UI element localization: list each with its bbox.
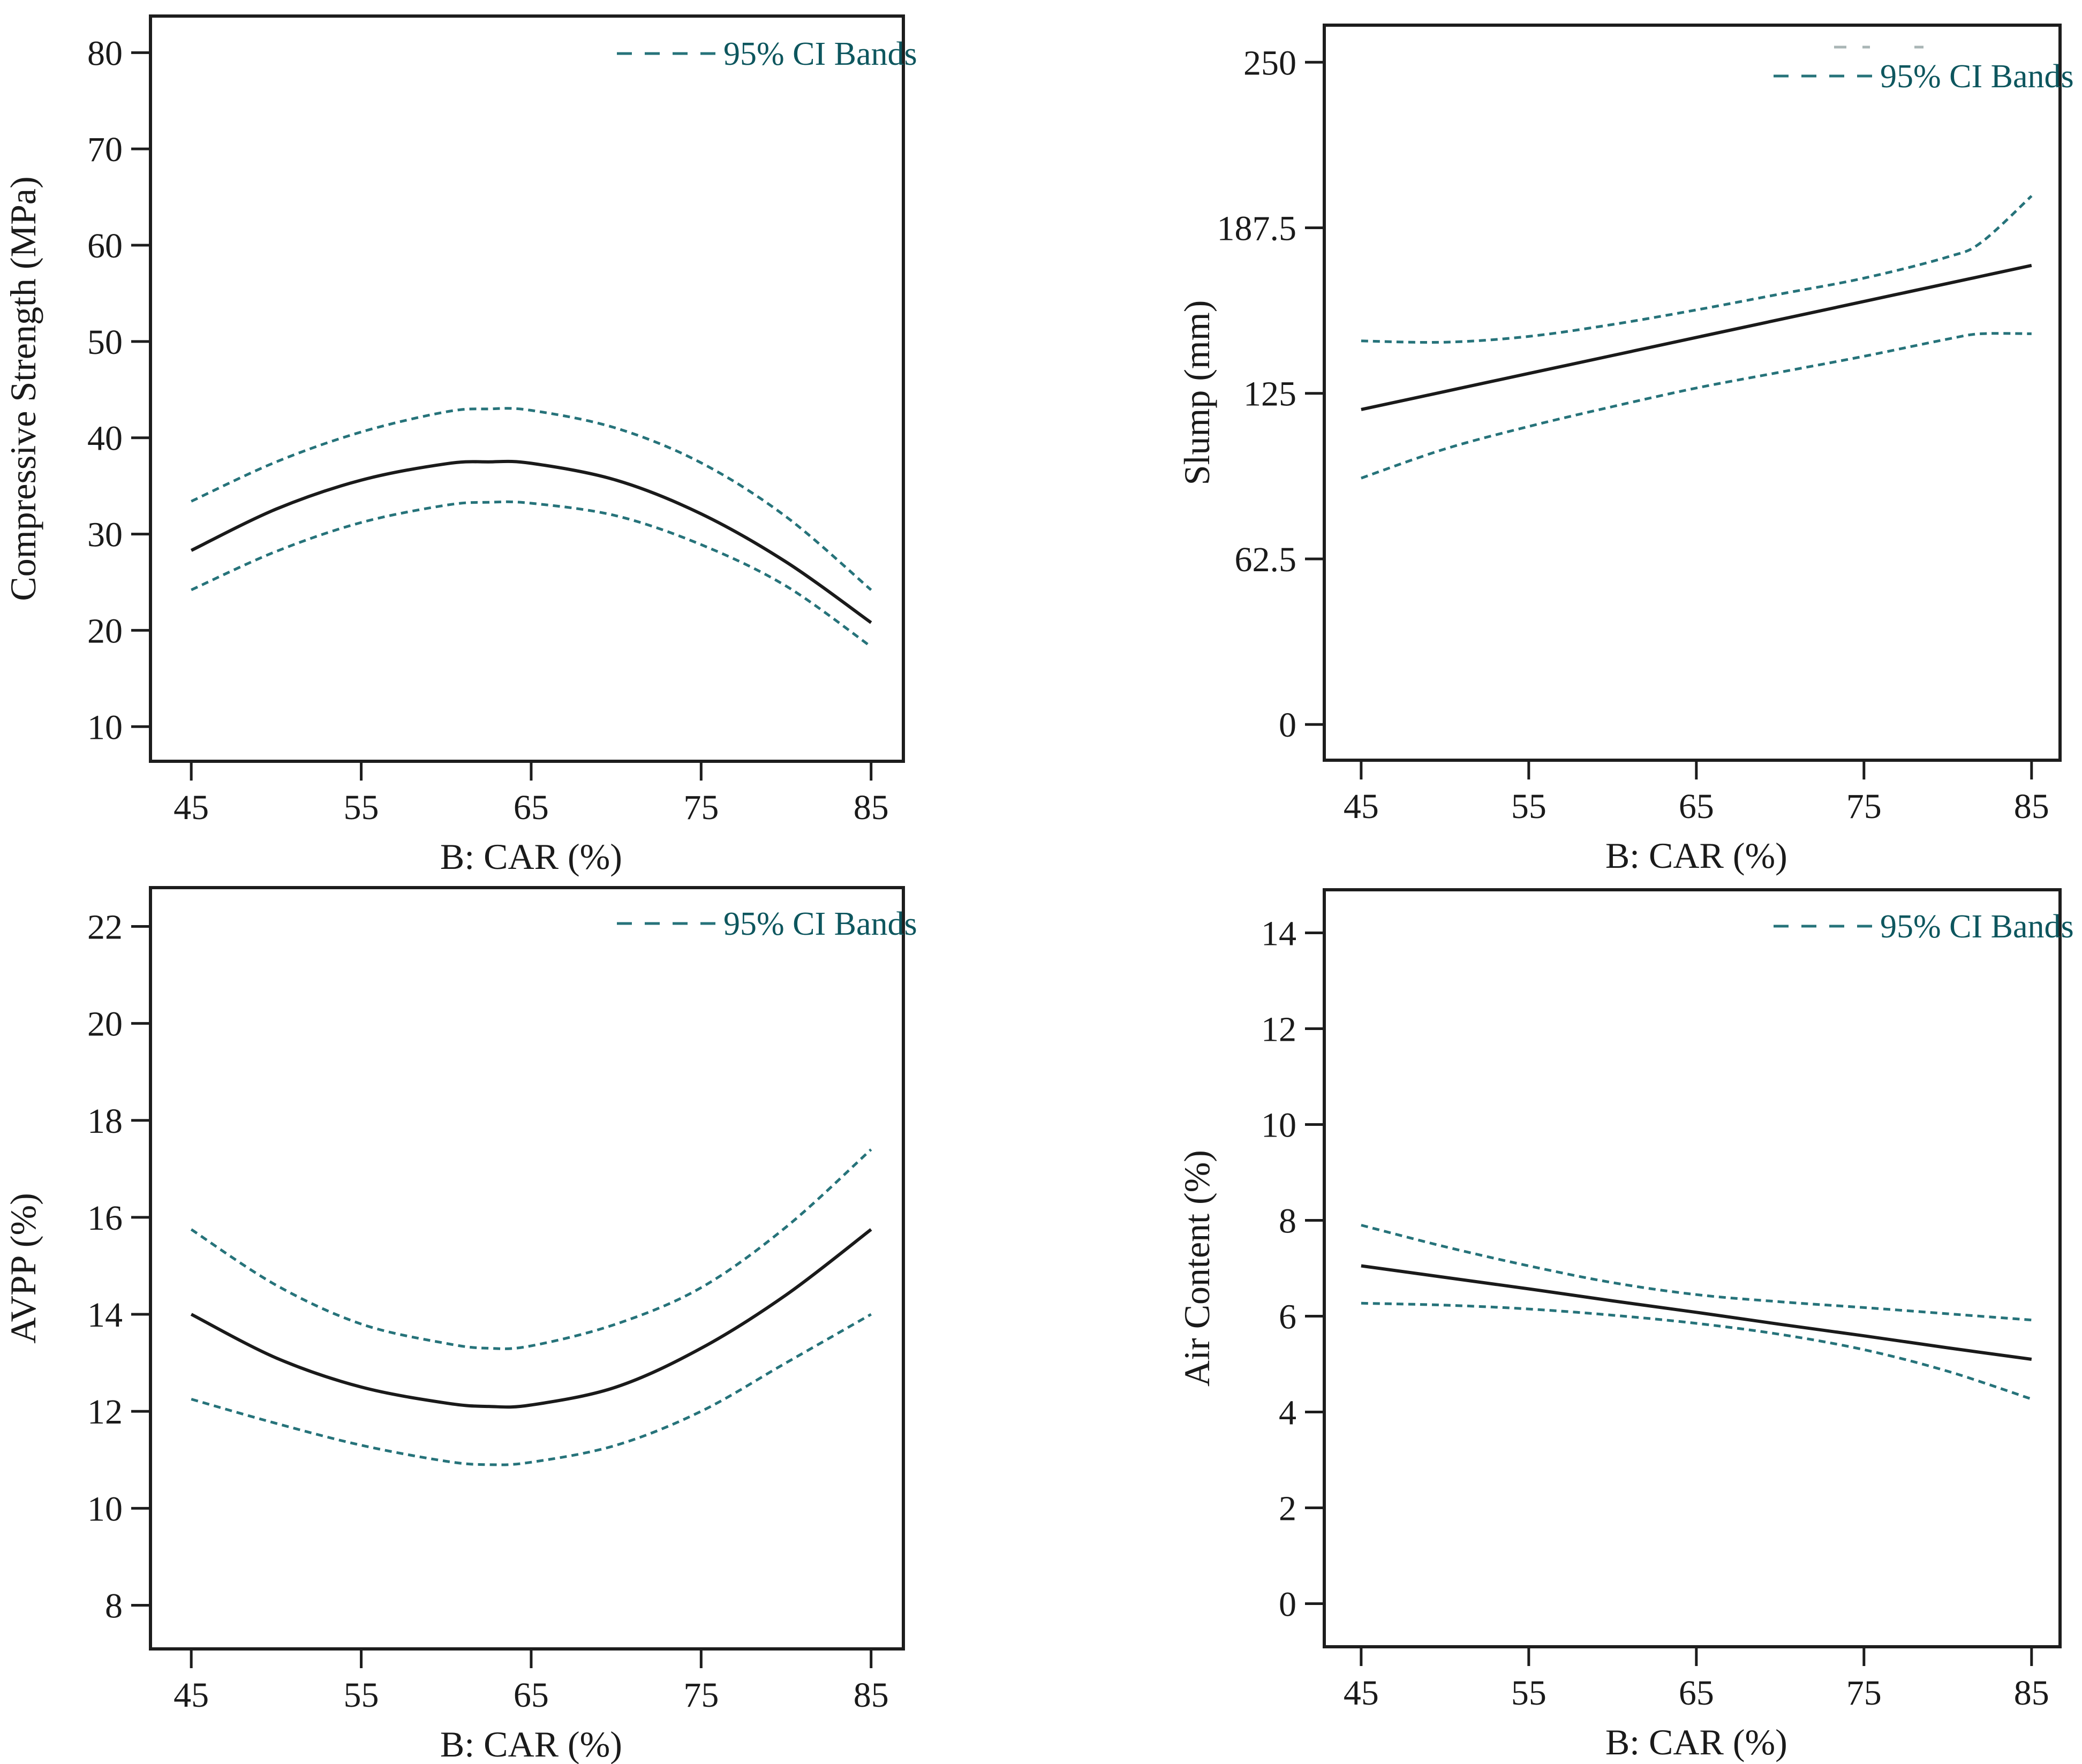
chart-air-content: 0 2 4 6 8 10 12 14 45 55 65 75 85 B: CAR (%) Air Conte… [1176,888,2074,1762]
curve-ci-upper [1361,195,2033,344]
y-tick-label: 50 [87,323,123,362]
y-tick-label: 20 [87,611,123,650]
x-tick-label: 45 [1344,787,1379,826]
y-tick-label: 4 [1279,1393,1296,1432]
legend-label: 95% CI Bands [723,36,917,72]
y-tick-label: 12 [1261,1010,1296,1049]
y-tick-label: 8 [1279,1202,1296,1241]
curve-ci-lower [1361,1301,2032,1400]
y-tick-label: 187.5 [1217,209,1297,248]
x-tick-label: 55 [344,1676,379,1715]
x-tick-label: 65 [514,1676,549,1715]
y-tick-label: 62.5 [1235,540,1297,579]
x-tick-label: 65 [1679,787,1714,826]
y-tick-label: 250 [1243,43,1296,82]
y-tick-label: 70 [87,130,123,169]
x-tick-label: 75 [1846,787,1882,826]
y-tick-label: 14 [87,1296,123,1335]
x-tick-label: 45 [174,788,209,827]
x-axis-label: B: CAR (%) [1605,835,1787,876]
x-tick-label: 65 [514,788,549,827]
y-tick-label: 125 [1243,375,1296,414]
y-axis-label: Air Content (%) [1176,1150,1217,1387]
legend-label: 95% CI Bands [1880,58,2074,95]
x-tick-label: 85 [854,1676,889,1715]
x-tick-label: 55 [1511,1674,1547,1713]
y-tick-label: 10 [87,1489,123,1528]
plot-border [149,14,905,763]
y-tick-label: 16 [87,1199,123,1238]
y-tick-label: 40 [87,419,123,458]
x-tick-label: 75 [683,788,719,827]
y-tick-label: 12 [87,1392,123,1432]
x-tick-label: 55 [1511,787,1547,826]
chart-slump: 0 62.5 125 187.5 250 45 55 65 75 85 B: CAR (%) Slum… [1176,24,2074,876]
x-tick-label: 65 [1679,1674,1714,1713]
x-axis-label: B: CAR (%) [1605,1722,1787,1762]
x-tick-label: 85 [2014,1674,2049,1713]
curve-predicted-mean [1361,263,2032,411]
y-tick-label: 10 [87,708,123,747]
y-tick-label: 8 [105,1586,123,1625]
y-tick-label: 6 [1279,1297,1296,1336]
y-axis-label: Slump (mm) [1176,300,1217,486]
y-tick-label: 0 [1279,706,1296,745]
curve-ci-upper [1361,1224,2032,1322]
y-tick-label: 22 [87,907,123,947]
chart-avpp: 8 10 12 14 16 18 20 22 45 55 65 75 85 B: CAR (%) AVPP … [3,886,917,1764]
y-tick-label: 60 [87,226,123,266]
curve-ci-upper [190,1148,872,1350]
curve-ci-lower [191,1313,872,1466]
y-tick-label: 20 [87,1005,123,1044]
x-axis-label: B: CAR (%) [440,1724,622,1764]
plot-border [149,886,905,1651]
curve-ci-lower [191,500,872,648]
plot-border [1323,888,2062,1648]
x-tick-label: 75 [683,1676,719,1715]
x-tick-label: 45 [174,1676,209,1715]
x-tick-label: 75 [1846,1674,1882,1713]
x-tick-label: 55 [344,788,379,827]
x-tick-label: 45 [1344,1674,1379,1713]
chart-compressive-strength: 10 20 30 40 50 60 70 80 45 55 65 75 85 B: CAR (%) Comp… [3,14,917,877]
curve-predicted-mean [190,1228,872,1409]
legend-label: 95% CI Bands [1880,909,2074,945]
curve-predicted-mean [190,459,872,624]
curve-ci-upper [191,407,872,591]
legend-label: 95% CI Bands [723,906,917,942]
y-axis-label: AVPP (%) [3,1193,43,1344]
x-axis-label: B: CAR (%) [440,836,622,877]
y-tick-label: 80 [87,34,123,73]
y-tick-label: 30 [87,516,123,555]
y-tick-label: 0 [1279,1585,1296,1624]
y-tick-label: 10 [1261,1106,1296,1145]
y-tick-label: 2 [1279,1489,1296,1528]
curve-predicted-mean [1361,1264,2032,1361]
y-tick-label: 18 [87,1102,123,1141]
y-tick-label: 14 [1261,914,1296,953]
x-tick-label: 85 [854,788,889,827]
curve-ci-lower [1361,332,2032,480]
y-axis-label: Compressive Strength (MPa) [3,176,43,601]
x-tick-label: 85 [2014,787,2049,826]
